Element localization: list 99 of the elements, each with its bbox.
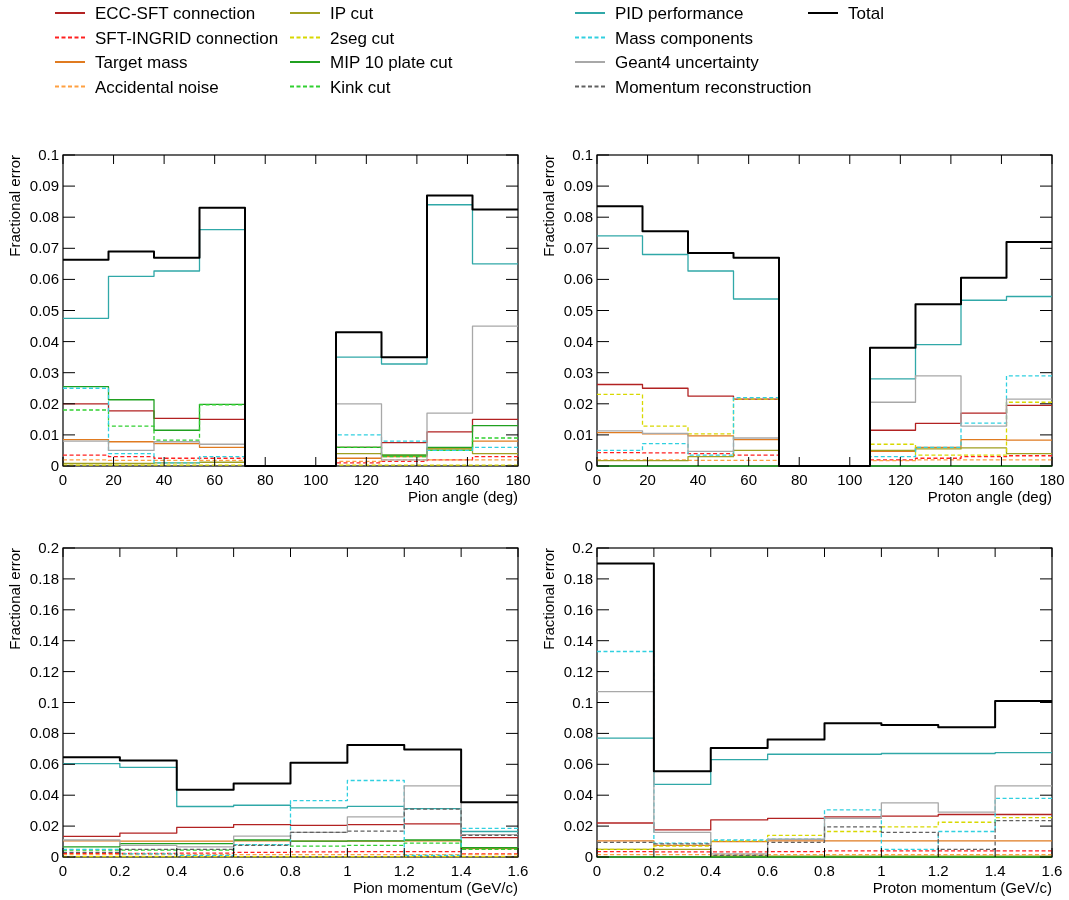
y-tick-label: 0.09 [563,177,593,195]
x-tick-label: 160 [988,471,1014,488]
y-tick-label: 0.02 [563,817,593,835]
y-tick-label: 0.06 [29,270,59,288]
legend-label: Target mass [95,53,188,72]
x-tick-label: 80 [256,471,274,488]
legend-label: MIP 10 plate cut [330,53,453,72]
x-tick-label: 100 [303,471,329,488]
y-axis-title: Fractional error [540,548,557,650]
x-tick-label: 1.6 [1041,862,1063,879]
x-tick-label: 1.4 [984,862,1006,879]
y-tick-label: 0.09 [29,177,59,195]
x-tick-label: 60 [740,471,758,488]
x-tick-label: 1 [343,862,352,879]
x-tick-label: 1.4 [450,862,472,879]
y-tick-label: 0 [50,848,59,865]
x-tick-label: 160 [454,471,480,488]
y-axis-title: Fractional error [6,155,23,257]
y-tick-label: 0.2 [572,539,593,556]
y-tick-label: 0.18 [29,569,59,587]
y-tick-label: 0.04 [29,786,59,804]
y-tick-label: 0.05 [563,301,593,319]
y-tick-label: 0.03 [29,363,59,381]
y-tick-label: 0.1 [572,693,593,711]
x-tick-label: 0.4 [700,862,722,879]
x-tick-label: 120 [353,471,379,488]
y-tick-label: 0.1 [38,693,59,711]
x-tick-label: 1 [877,862,886,879]
x-tick-label: 100 [837,471,863,488]
x-tick-label: 140 [938,471,964,488]
y-tick-label: 0.08 [29,208,59,226]
x-axis-title: Proton angle (deg) [927,488,1052,505]
x-tick-label: 1.6 [507,862,529,879]
legend-label: Momentum reconstruction [615,77,812,97]
x-tick-label: 1.2 [393,862,415,879]
y-tick-label: 0.04 [29,332,59,350]
legend-label: Kink cut [330,77,391,97]
y-tick-label: 0.06 [563,755,593,773]
y-tick-label: 0.12 [29,662,59,680]
y-tick-label: 0.01 [563,425,593,443]
y-tick-label: 0.08 [563,208,593,226]
y-tick-label: 0.1 [572,146,593,163]
y-tick-label: 0.14 [29,631,59,649]
x-tick-label: 0.6 [757,862,779,879]
legend-label: Geant4 uncertainty [615,53,760,72]
y-tick-label: 0.02 [563,394,593,412]
x-tick-label: 60 [206,471,224,488]
legend-label: IP cut [330,4,374,23]
y-tick-label: 0 [584,457,593,474]
x-tick-label: 1.2 [927,862,949,879]
y-tick-label: 0.03 [563,363,593,381]
legend-label: SFT-INGRID connection [95,28,279,48]
y-tick-label: 0.06 [29,755,59,773]
x-tick-label: 0.2 [109,862,131,879]
y-tick-label: 0.07 [29,239,59,257]
legend-label: Accidental noise [95,77,219,97]
legend-label: 2seg cut [330,28,395,48]
y-tick-label: 0.12 [563,662,593,680]
y-tick-label: 0.02 [29,394,59,412]
y-tick-label: 0.05 [29,301,59,319]
x-tick-label: 140 [404,471,430,488]
y-tick-label: 0.1 [38,146,59,163]
x-axis-title: Proton momentum (GeV/c) [872,879,1052,896]
x-tick-label: 120 [887,471,913,488]
y-tick-label: 0.16 [563,600,593,618]
x-tick-label: 20 [105,471,122,488]
x-tick-label: 20 [639,471,656,488]
x-tick-label: 40 [155,471,173,488]
x-tick-label: 0.2 [643,862,665,879]
x-tick-label: 0.8 [814,862,835,879]
y-tick-label: 0.06 [563,270,593,288]
y-tick-label: 0.02 [29,817,59,835]
x-tick-label: 80 [790,471,808,488]
y-tick-label: 0.18 [563,569,593,587]
legend-label: PID performance [615,4,744,23]
x-axis-title: Pion angle (deg) [407,488,518,505]
y-tick-label: 0 [50,457,59,474]
x-tick-label: 180 [505,471,531,488]
y-tick-label: 0.04 [563,786,593,804]
x-tick-label: 0.6 [223,862,245,879]
y-tick-label: 0.07 [563,239,593,257]
legend-label: Total [848,4,884,23]
x-tick-label: 180 [1039,471,1065,488]
y-tick-label: 0.08 [563,724,593,742]
y-tick-label: 0.01 [29,425,59,443]
legend-label: Mass components [615,28,753,48]
y-axis-title: Fractional error [6,548,23,650]
x-tick-label: 0.4 [166,862,188,879]
x-axis-title: Pion momentum (GeV/c) [352,879,518,896]
y-tick-label: 0.04 [563,332,593,350]
y-tick-label: 0.14 [563,631,593,649]
x-tick-label: 0.8 [280,862,301,879]
y-tick-label: 0.08 [29,724,59,742]
y-tick-label: 0.2 [38,539,59,556]
legend-label: ECC-SFT connection [95,4,256,23]
y-tick-label: 0.16 [29,600,59,618]
x-tick-label: 40 [689,471,707,488]
y-tick-label: 0 [584,848,593,865]
y-axis-title: Fractional error [540,155,557,257]
